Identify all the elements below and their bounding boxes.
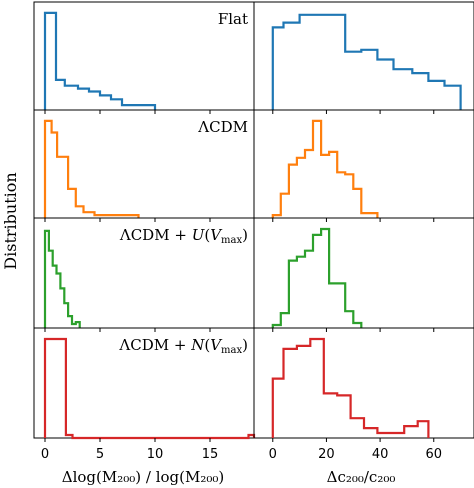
x-axis-label-left: Δlog(M₂₀₀) / log(M₂₀₀) xyxy=(62,468,225,486)
panel-frame-row3-right xyxy=(253,217,474,329)
x-axis-label-right: Δc₂₀₀/c₂₀₀ xyxy=(327,468,396,486)
y-axis-label: Distribution xyxy=(1,172,20,269)
x-tick-label-row4-left-10: 10 xyxy=(147,447,164,462)
x-tick-label-row4-right-20: 20 xyxy=(318,447,335,462)
x-tick-label-row4-left-15: 15 xyxy=(202,447,219,462)
x-tick-label-row4-right-60: 60 xyxy=(425,447,442,462)
x-tick-label-row4-right-0: 0 xyxy=(269,447,277,462)
histogram-row4-left xyxy=(43,337,256,440)
histogram-row4-right xyxy=(271,337,430,438)
x-tick-label-row4-left-0: 0 xyxy=(41,447,49,462)
x-tick-label-row4-left-5: 5 xyxy=(96,447,104,462)
annotation-row2-left: ΛCDM xyxy=(197,118,248,136)
annotation-row1-left: Flat xyxy=(218,10,248,28)
histogram-row3-left xyxy=(43,229,81,328)
annotation-row3-left: ΛCDM + U(Vmax) xyxy=(119,226,248,246)
histogram-row1-right xyxy=(271,13,462,110)
histogram-row2-left xyxy=(43,119,140,218)
annotation-row4-left: ΛCDM + N(Vmax) xyxy=(118,336,248,356)
histogram-row2-right xyxy=(271,119,379,218)
x-tick-label-row4-right-40: 40 xyxy=(372,447,389,462)
panel-frame-row1-right xyxy=(253,1,474,111)
histogram-row1-left xyxy=(43,11,157,110)
panel-frame-row4-right xyxy=(253,327,474,439)
panels: Flat ΛCDM ΛCDM + U(Vmax) 0 5 10 15 ΛCDM + N(Vma… xyxy=(33,1,474,462)
panel-frame-row2-right xyxy=(253,109,474,219)
histogram-row3-right xyxy=(271,227,363,328)
